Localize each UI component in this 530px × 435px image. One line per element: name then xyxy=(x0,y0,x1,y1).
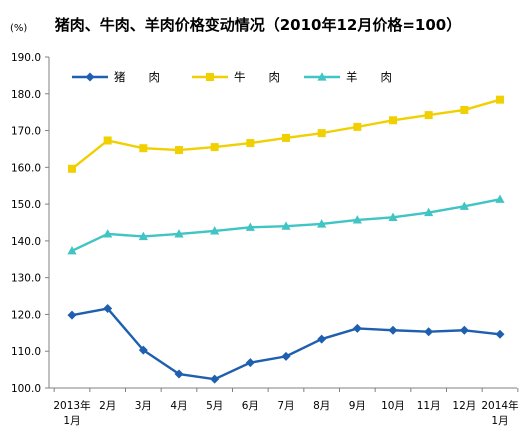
y-tick-label: 190.0 xyxy=(11,52,41,64)
data-point xyxy=(352,215,362,224)
data-point xyxy=(317,219,327,228)
data-point xyxy=(424,111,433,120)
y-tick-label: 170.0 xyxy=(11,126,41,138)
data-point xyxy=(317,334,327,344)
data-point xyxy=(459,325,469,335)
legend-marker xyxy=(85,72,95,82)
legend-marker xyxy=(206,73,214,81)
x-tick-label: 2月 xyxy=(99,400,116,412)
x-tick-label: 11月 xyxy=(417,400,441,412)
x-tick-label: 1月 xyxy=(63,415,80,427)
x-tick-label: 12月 xyxy=(452,400,476,412)
data-point xyxy=(103,229,113,238)
y-tick-label: 130.0 xyxy=(11,273,41,285)
data-point xyxy=(460,105,469,114)
data-point xyxy=(138,231,148,241)
data-point xyxy=(138,345,148,355)
data-point xyxy=(245,358,255,368)
series-triangle xyxy=(67,194,505,255)
y-tick-label: 110.0 xyxy=(11,346,41,358)
data-point xyxy=(496,95,504,104)
data-point xyxy=(389,116,397,125)
data-point xyxy=(459,201,469,210)
data-point xyxy=(68,164,76,173)
data-point xyxy=(495,194,505,203)
data-point xyxy=(139,144,148,153)
legend: 猪 肉牛 肉羊 肉 xyxy=(72,70,392,84)
data-point xyxy=(282,133,290,142)
series-layer xyxy=(67,95,505,384)
x-axis-ticks: 2013年 1月 2月 3月 4月 5月 6月 7月 8月 9月 10月 11月 12月 2014年 1月 xyxy=(53,388,519,427)
y-tick-label: 140.0 xyxy=(11,236,41,248)
x-tick-label: 9月 xyxy=(349,400,366,412)
y-unit-label: (%) xyxy=(10,23,27,34)
x-tick-label: 5月 xyxy=(206,400,223,412)
data-point xyxy=(103,304,113,314)
data-point xyxy=(67,246,77,255)
data-point xyxy=(175,146,183,155)
data-point xyxy=(210,374,220,384)
y-tick-label: 150.0 xyxy=(11,199,41,211)
x-tick-label: 7月 xyxy=(277,400,294,412)
data-point xyxy=(174,369,184,379)
data-point xyxy=(353,122,362,131)
y-axis-ticks: 100.0 110.0 120.0 130.0 140.0 150.0 160.0 170.0… xyxy=(11,52,49,395)
data-point xyxy=(67,310,77,320)
chart-title: 猪肉、牛肉、羊肉价格变动情况（2010年12月价格=100） xyxy=(54,16,462,34)
x-tick-label: 8月 xyxy=(313,400,330,412)
data-point xyxy=(245,222,255,231)
x-tick-label: 3月 xyxy=(135,400,152,412)
data-point xyxy=(495,329,505,339)
legend-label: 牛 肉 xyxy=(234,70,280,84)
data-point xyxy=(210,143,219,152)
data-point xyxy=(210,226,220,235)
x-tick-label: 2014年 xyxy=(481,399,518,412)
x-tick-label: 2013年 xyxy=(53,399,90,412)
data-point xyxy=(424,327,434,337)
data-point xyxy=(424,207,434,217)
data-point xyxy=(174,229,184,238)
legend-label: 羊 肉 xyxy=(346,70,392,84)
y-tick-label: 120.0 xyxy=(11,309,41,321)
data-point xyxy=(281,221,291,230)
series-line xyxy=(71,307,501,381)
y-tick-label: 180.0 xyxy=(11,89,41,101)
x-tick-label: 4月 xyxy=(170,400,187,412)
series-diamond xyxy=(67,304,505,384)
data-point xyxy=(388,212,398,221)
y-tick-label: 160.0 xyxy=(11,162,41,174)
data-point xyxy=(103,136,112,145)
legend-marker xyxy=(317,72,327,81)
y-tick-label: 100.0 xyxy=(11,383,41,395)
legend-label: 猪 肉 xyxy=(114,70,160,84)
x-tick-label: 6月 xyxy=(242,400,259,412)
series-square xyxy=(68,95,504,173)
data-point xyxy=(246,139,255,148)
data-point xyxy=(281,351,291,361)
x-tick-label: 1月 xyxy=(491,415,508,427)
data-point xyxy=(388,325,398,335)
data-point xyxy=(317,129,326,138)
data-point xyxy=(352,323,362,333)
x-tick-label: 10月 xyxy=(381,400,405,412)
